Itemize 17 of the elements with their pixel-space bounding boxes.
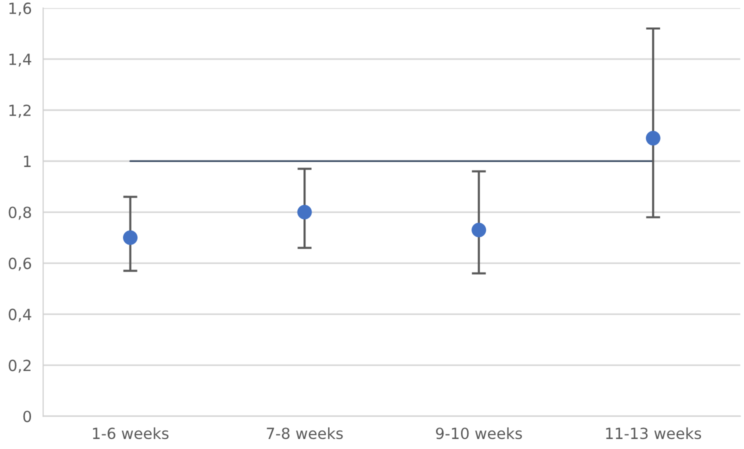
x-tick-label: 9-10 weeks <box>436 427 522 440</box>
x-tick-label: 11-13 weeks <box>606 427 702 440</box>
y-tick-label: 0,4 <box>8 308 32 322</box>
y-tick-label: 0 <box>23 410 32 422</box>
y-tick-label: 1 <box>24 156 31 167</box>
y-tick-label: 1,6 <box>9 2 32 16</box>
y-tick-label: 0,2 <box>8 360 31 373</box>
point <box>297 204 312 220</box>
point <box>646 130 660 146</box>
y-tick-label: 0,6 <box>8 258 32 271</box>
x-tick-label: 1-6 weeks <box>93 427 169 440</box>
point <box>123 230 138 245</box>
y-tick-label: 1,4 <box>9 54 32 67</box>
point <box>472 222 486 238</box>
y-tick-label: 0,8 <box>8 206 31 220</box>
y-tick-label: 1,2 <box>9 104 31 118</box>
x-tick-label: 7-8 weeks <box>266 427 343 440</box>
